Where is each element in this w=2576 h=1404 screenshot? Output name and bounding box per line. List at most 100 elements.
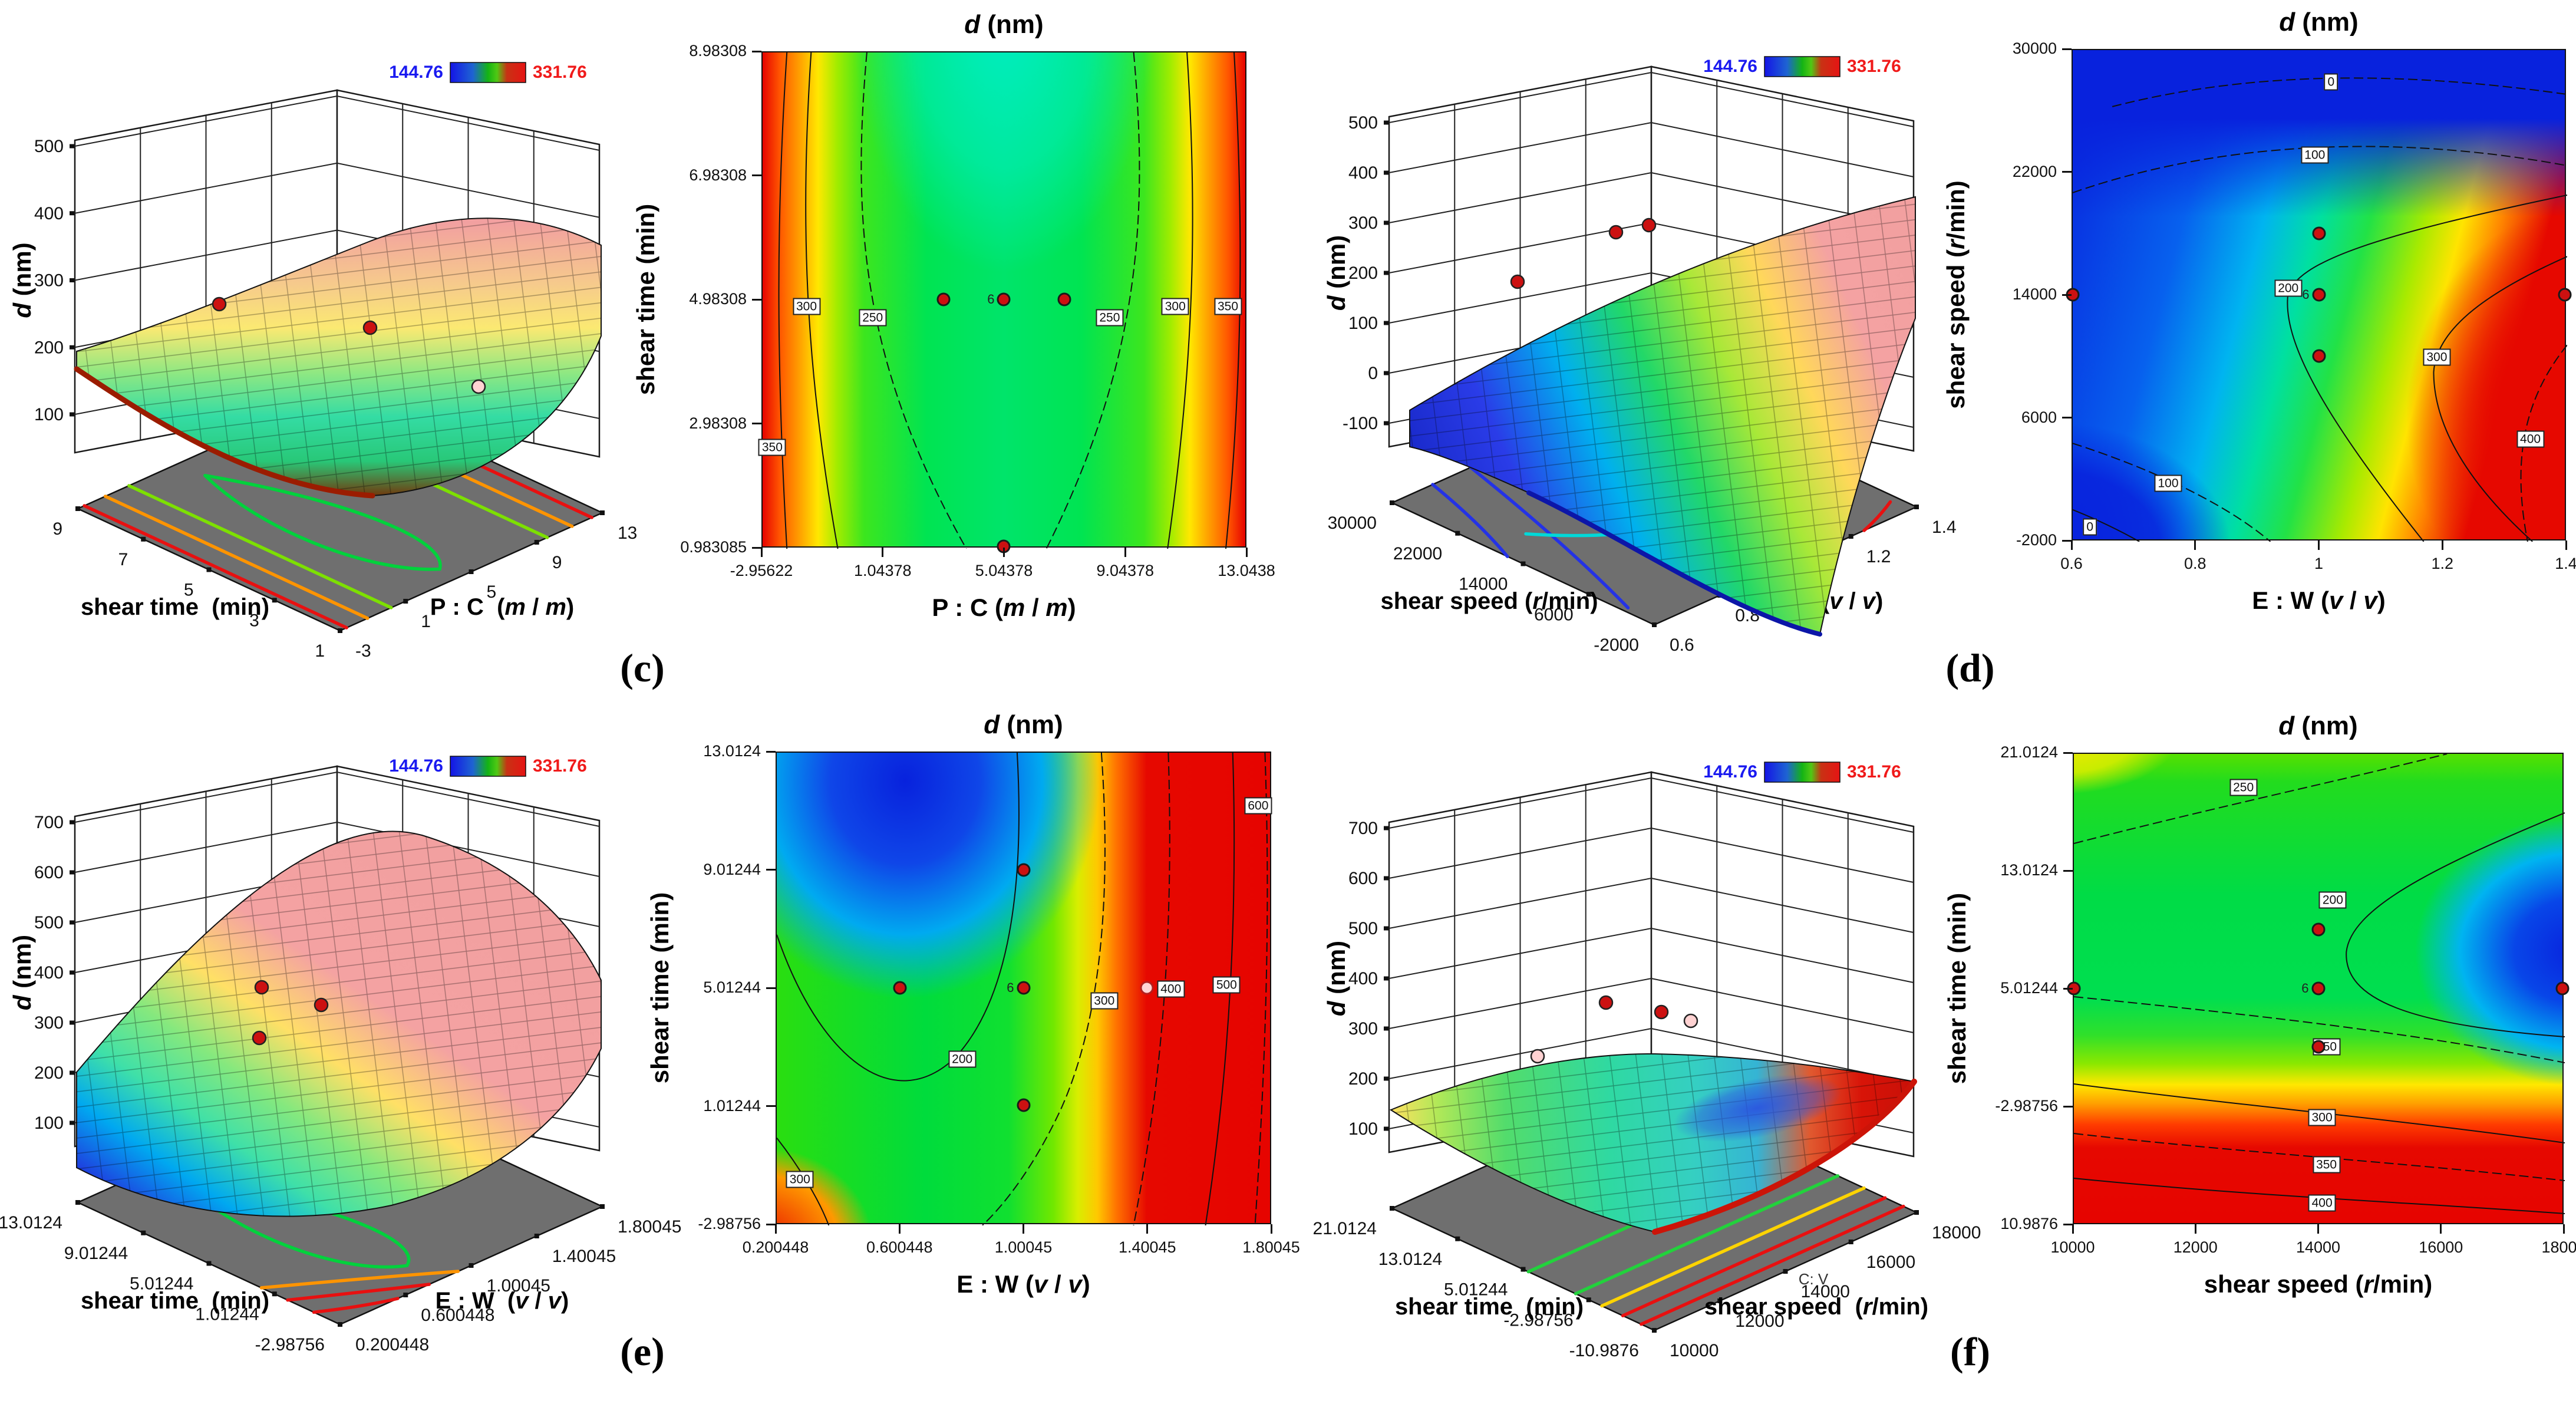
contour-level-label: 400 xyxy=(2308,1194,2336,1212)
x-tick-label: 1.00045 xyxy=(994,1238,1053,1256)
y-tick-label: 10.9876 xyxy=(2000,1215,2058,1232)
design-point xyxy=(2555,981,2570,996)
design-point xyxy=(2312,226,2326,240)
z-tick-label: -100 xyxy=(1343,414,1378,433)
x-tick-mark xyxy=(1245,548,1248,557)
panel-label-c: (c) xyxy=(620,645,665,690)
colorbar-max-label: 331.76 xyxy=(1847,57,1901,76)
z-tick-label: 500 xyxy=(34,137,64,156)
y-tick-label: 2.98308 xyxy=(689,414,747,432)
contour-x-axis-label: shear speed (r/min) xyxy=(2204,1270,2433,1298)
floor-contour-line xyxy=(1600,1186,1866,1308)
floor-tick-mark xyxy=(272,1291,277,1297)
floor-tick-mark xyxy=(141,536,146,542)
x-tick-mark xyxy=(2440,1224,2442,1234)
floor-tick-label: 1.4 xyxy=(1932,518,1957,537)
floor-contour-line xyxy=(83,504,348,630)
z-tick-label: 300 xyxy=(1348,213,1378,233)
y-tick-mark xyxy=(2063,1105,2073,1108)
contour-level-label: 0 xyxy=(2324,73,2338,91)
floor-left-axis-label: shear time (min) xyxy=(1395,1294,1584,1320)
y-tick-mark xyxy=(766,1223,776,1225)
contour-line xyxy=(777,753,1020,1082)
surface-mesh-overlay xyxy=(77,218,601,496)
z-tick-mark xyxy=(1384,1126,1388,1131)
contour-line xyxy=(2073,146,2567,193)
floor-tick-mark xyxy=(1848,534,1853,539)
z-tick-mark xyxy=(70,345,74,350)
z-tick-mark xyxy=(1384,1026,1388,1031)
z-tick-label: 400 xyxy=(34,204,64,223)
factor-code-label: C: V xyxy=(1799,1270,1829,1288)
z-tick-label: 100 xyxy=(1348,314,1378,333)
x-tick-mark xyxy=(2441,540,2443,550)
colorbar-min-label: 144.76 xyxy=(1703,762,1757,782)
design-point-3d xyxy=(471,379,486,394)
y-tick-mark xyxy=(752,423,761,424)
wall-gridline xyxy=(1388,927,1914,983)
contour-level-label: 200 xyxy=(2274,279,2303,297)
floor-left-axis-label: shear time (min) xyxy=(81,594,269,620)
z-axis-label: d (nm) xyxy=(8,242,36,318)
colorbar xyxy=(1764,56,1841,77)
z-tick-mark xyxy=(1384,371,1388,375)
floor-tick-label: 6000 xyxy=(1534,605,1574,624)
y-tick-mark xyxy=(766,750,776,753)
contour-level-label: 400 xyxy=(1157,980,1185,998)
contour-level-label: 600 xyxy=(1244,797,1272,815)
floor-contour-line xyxy=(312,1297,400,1314)
floor-tick-label: 5 xyxy=(487,582,497,602)
floor-tick-mark xyxy=(1455,1236,1460,1241)
y-tick-label: 6000 xyxy=(2021,408,2057,426)
contour-line xyxy=(2346,812,2565,1037)
design-point xyxy=(2312,349,2326,363)
y-tick-mark xyxy=(752,546,761,549)
floor-contour-line xyxy=(1621,1196,1887,1317)
floor-tick-mark xyxy=(600,510,605,515)
x-tick-label: 0.600448 xyxy=(866,1238,933,1256)
z-tick-mark xyxy=(1384,826,1388,830)
x-tick-label: 5.04378 xyxy=(975,562,1033,579)
z-tick-mark xyxy=(1384,976,1388,981)
x-tick-label: 9.04378 xyxy=(1096,562,1155,579)
design-point xyxy=(2311,1040,2325,1054)
contour-level-label: 350 xyxy=(1213,298,1242,315)
z-tick-label: 400 xyxy=(34,963,64,983)
floor-tick-label: -2.98756 xyxy=(1503,1310,1573,1330)
surface-ridge-edge xyxy=(1652,1079,1917,1235)
design-point-3d xyxy=(314,997,329,1013)
x-tick-mark xyxy=(774,1224,777,1234)
floor-tick-label: 13.0124 xyxy=(1378,1250,1442,1269)
z-tick-label: 200 xyxy=(1348,1069,1378,1089)
floor-contour-line xyxy=(259,1270,460,1290)
floor-tick-mark xyxy=(272,598,277,603)
surface3d-f: 700 600 500 400 300 200 100 d (nm) 21.012413.012… xyxy=(1313,762,1981,1360)
surface-ridge-edge xyxy=(74,366,375,499)
floor-tick-label: 1.40045 xyxy=(552,1247,616,1266)
z-tick-mark xyxy=(70,820,74,825)
y-tick-mark xyxy=(752,174,761,176)
floor-tick-label: 5.01244 xyxy=(130,1274,193,1294)
z-tick-label: 400 xyxy=(1348,163,1378,183)
floor-tick-label: 13.0124 xyxy=(0,1213,62,1232)
z-tick-label: 100 xyxy=(34,1113,64,1133)
z-tick-mark xyxy=(1384,271,1388,275)
floor-tick-mark xyxy=(141,1230,146,1235)
design-point-3d xyxy=(254,980,269,995)
contour-line xyxy=(860,52,967,549)
y-tick-label: 30000 xyxy=(2012,39,2057,57)
floor-tick-label: 3 xyxy=(249,611,259,630)
y-tick-mark xyxy=(752,50,761,52)
y-tick-label: 0.983085 xyxy=(680,538,747,556)
contour-line xyxy=(2074,996,2565,1063)
design-point-3d xyxy=(1510,274,1525,289)
floor-tick-mark xyxy=(1390,1206,1394,1211)
z-tick-label: 0 xyxy=(1368,364,1378,383)
x-tick-label: 18000 xyxy=(2541,1238,2576,1256)
z-tick-mark xyxy=(70,278,74,282)
contour-plot-f: 250 200 250 300 350 400 6 xyxy=(2067,753,2570,1224)
contour-line xyxy=(1167,52,1193,549)
floor-tick-label: 12000 xyxy=(1735,1311,1784,1331)
z-axis-label: d (nm) xyxy=(8,935,36,1010)
z-tick-label: 100 xyxy=(1348,1119,1378,1139)
